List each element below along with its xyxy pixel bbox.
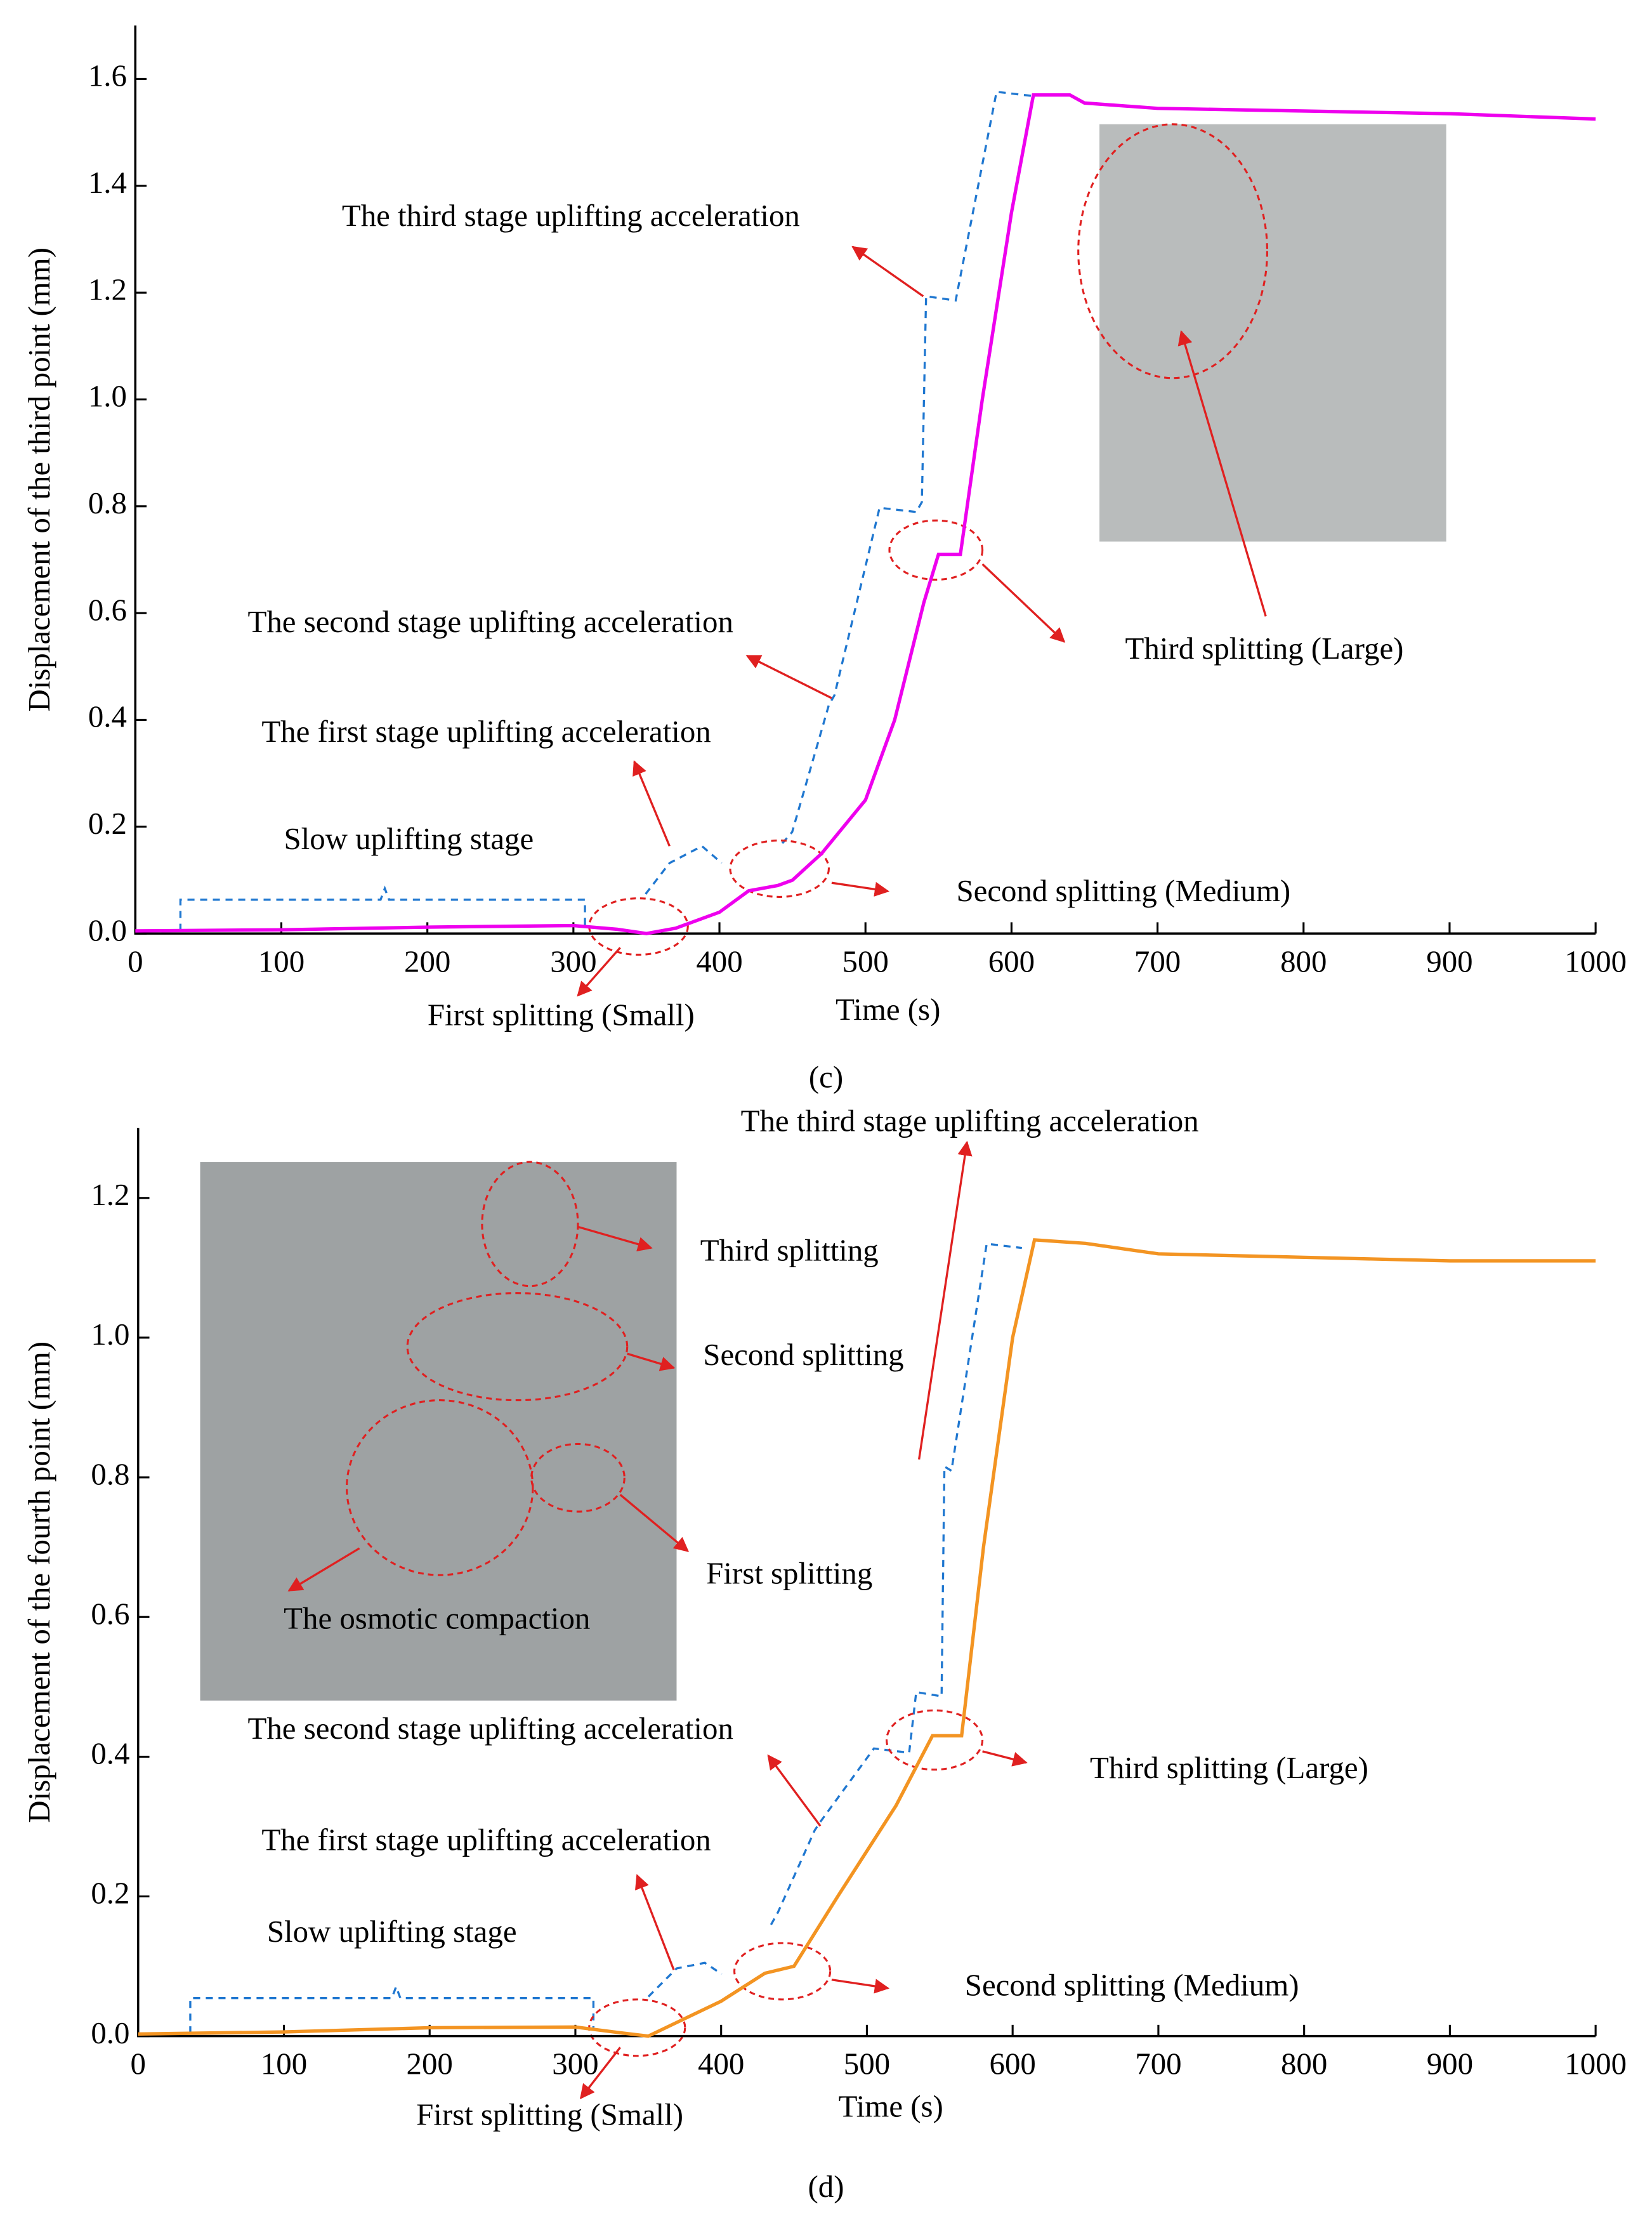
annotation: First splitting (Small) [428, 998, 695, 1032]
annotation: Second splitting (Medium) [956, 873, 1290, 908]
arrow [981, 563, 1066, 643]
annotation: The first stage uplifting acceleration [261, 714, 711, 749]
y-axis-label: Displacement of the fourth point (mm) [22, 1341, 56, 1823]
callout-ring [733, 1942, 832, 2001]
callout-ring [406, 1292, 629, 1402]
y-tick-label: 0.2 [91, 1876, 129, 1911]
data-line [138, 1238, 1596, 2038]
y-tick-label: 1.2 [88, 272, 127, 306]
x-tick-label: 400 [698, 2046, 744, 2081]
x-tick-label: 100 [258, 944, 305, 979]
bracket [179, 885, 586, 931]
callout-ring [530, 1442, 626, 1513]
y-tick-label: 0.2 [88, 806, 127, 841]
data-line [135, 93, 1596, 935]
annotation: The third stage uplifting acceleration [741, 1103, 1199, 1138]
callout-ring [1077, 123, 1268, 379]
annotation: Third splitting (Large) [1090, 1750, 1368, 1785]
annotation: The second stage uplifting acceleration [248, 604, 733, 639]
bracket [645, 845, 723, 895]
x-tick-label: 700 [1135, 2046, 1181, 2081]
annotation: Second splitting [703, 1337, 903, 1372]
annotation: Slow uplifting stage [267, 1914, 517, 1949]
y-tick-label: 1.0 [91, 1317, 129, 1352]
y-tick-label: 0.6 [91, 1596, 129, 1631]
x-tick-label: 1000 [1564, 944, 1627, 979]
x-tick-label: 900 [1426, 944, 1472, 979]
y-tick-label: 1.6 [88, 58, 127, 93]
annotation: The osmotic compaction [284, 1601, 590, 1636]
arrow [287, 1547, 360, 1592]
callout-ring [729, 839, 830, 898]
photo [1099, 124, 1446, 542]
caption: (d) [808, 2169, 844, 2204]
arrow [767, 1754, 822, 1827]
arrow [831, 1979, 890, 1994]
y-tick-label: 1.0 [88, 379, 127, 414]
arrow [634, 1874, 675, 1970]
annotation: The third stage uplifting acceleration [342, 198, 800, 233]
bracket [770, 1242, 1023, 1925]
annotation: Slow uplifting stage [284, 821, 534, 856]
y-tick-label: 0.8 [91, 1456, 129, 1491]
arrow [1177, 330, 1267, 617]
x-tick-label: 400 [696, 944, 742, 979]
arrow [851, 246, 924, 298]
arrow [619, 1494, 690, 1552]
annotation: First splitting (Small) [416, 2097, 683, 2132]
y-tick-label: 0.4 [91, 1736, 129, 1771]
x-tick-label: 900 [1427, 2046, 1473, 2081]
x-tick-label: 200 [404, 944, 450, 979]
arrow [831, 881, 890, 897]
x-tick-label: 0 [131, 2046, 146, 2081]
x-tick-label: 700 [1134, 944, 1181, 979]
y-tick-label: 0.0 [88, 913, 127, 947]
x-axis-label: Time (s) [836, 992, 940, 1027]
arrow [579, 2046, 621, 2100]
y-tick-label: 0.4 [88, 699, 127, 734]
callout-ring [346, 1399, 534, 1576]
x-tick-label: 100 [261, 2046, 307, 2081]
bracket [647, 1961, 723, 1998]
callout-ring [588, 1998, 686, 2057]
x-tick-label: 200 [407, 2046, 453, 2081]
photo [200, 1162, 677, 1701]
annotation: Third splitting (Large) [1125, 631, 1404, 666]
x-tick-label: 300 [552, 2046, 598, 2081]
arrow [917, 1140, 973, 1460]
x-tick-label: 500 [844, 2046, 890, 2081]
x-axis-label: Time (s) [839, 2088, 943, 2123]
arrow [982, 1750, 1028, 1767]
annotation: The first stage uplifting acceleration [261, 1822, 711, 1857]
y-tick-label: 1.4 [88, 165, 127, 200]
x-tick-label: 800 [1280, 944, 1327, 979]
callout-ring [481, 1161, 579, 1288]
y-tick-label: 0.6 [88, 592, 127, 627]
x-tick-label: 500 [842, 944, 889, 979]
y-tick-label: 1.2 [91, 1177, 129, 1212]
arrow [577, 1225, 653, 1252]
arrow [633, 760, 671, 847]
annotation: The second stage uplifting acceleration [248, 1711, 733, 1746]
callout-ring [888, 519, 984, 581]
x-tick-label: 600 [988, 944, 1035, 979]
x-tick-label: 0 [128, 944, 143, 979]
arrow [745, 654, 832, 699]
x-tick-label: 800 [1281, 2046, 1327, 2081]
y-tick-label: 0.0 [91, 2015, 129, 2050]
arrow [577, 947, 621, 997]
annotation: Second splitting (Medium) [965, 1967, 1299, 2002]
x-tick-label: 600 [990, 2046, 1036, 2081]
callout-ring [885, 1709, 984, 1771]
arrow [627, 1352, 676, 1371]
annotation: Third splitting [700, 1233, 879, 1268]
x-tick-label: 300 [550, 944, 596, 979]
x-tick-label: 1000 [1564, 2046, 1627, 2081]
annotation: First splitting [706, 1556, 872, 1591]
bracket [781, 90, 1033, 845]
y-tick-label: 0.8 [88, 485, 127, 520]
caption: (c) [809, 1059, 843, 1094]
y-axis-label: Displacement of the third point (mm) [22, 247, 56, 712]
